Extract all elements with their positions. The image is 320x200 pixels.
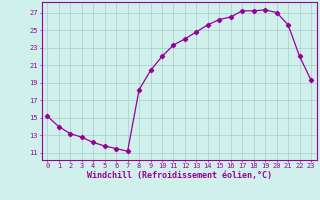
- X-axis label: Windchill (Refroidissement éolien,°C): Windchill (Refroidissement éolien,°C): [87, 171, 272, 180]
